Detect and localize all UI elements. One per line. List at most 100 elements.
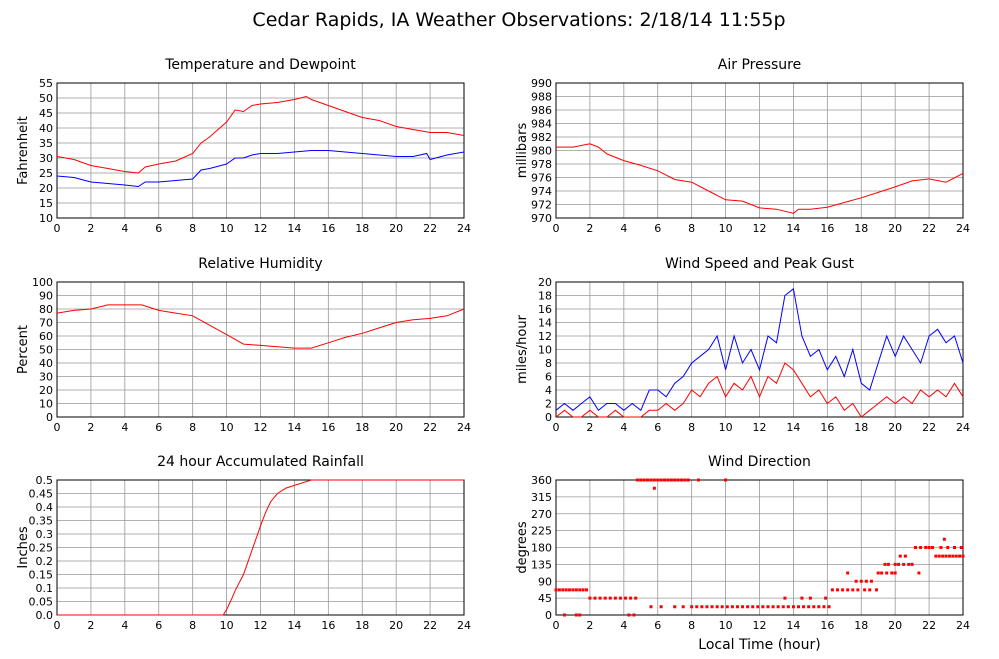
data-point (696, 478, 700, 482)
x-tick-label: 14 (287, 619, 301, 632)
data-point (639, 478, 643, 482)
data-point (854, 579, 858, 583)
x-tick-label: 0 (54, 421, 61, 434)
x-tick-label: 12 (753, 421, 767, 434)
x-tick-label: 8 (189, 421, 196, 434)
y-tick-label: 40 (39, 122, 53, 135)
x-tick-label: 22 (922, 619, 936, 632)
x-tick-label: 4 (620, 222, 627, 235)
data-point (827, 605, 831, 609)
y-tick-label: 45 (39, 107, 53, 120)
x-tick-label: 22 (922, 421, 936, 434)
x-tick-label: 20 (888, 619, 902, 632)
x-tick-label: 8 (688, 222, 695, 235)
y-tick-label: 30 (39, 152, 53, 165)
y-tick-label: 0.4 (36, 501, 54, 514)
data-point (897, 562, 901, 566)
x-tick-label: 16 (321, 222, 335, 235)
data-point (561, 588, 565, 592)
data-point (705, 605, 709, 609)
data-point (634, 596, 638, 600)
data-point (574, 613, 578, 617)
data-point (652, 478, 656, 482)
panel-title: Temperature and Dewpoint (164, 57, 356, 73)
x-tick-label: 22 (423, 619, 437, 632)
data-point (613, 596, 617, 600)
y-tick-label: 25 (39, 167, 53, 180)
y-tick-label: 60 (39, 330, 53, 343)
x-tick-label: 0 (54, 222, 61, 235)
y-tick-label: 16 (538, 303, 552, 316)
data-point (554, 588, 558, 592)
x-tick-label: 16 (820, 421, 834, 434)
data-point (880, 571, 884, 575)
y-tick-label: 0.35 (29, 515, 54, 528)
data-point (786, 605, 790, 609)
y-axis-label: millibars (515, 123, 530, 179)
data-point (802, 605, 806, 609)
x-tick-label: 2 (586, 421, 593, 434)
data-point (635, 478, 639, 482)
x-tick-label: 24 (457, 421, 471, 434)
x-tick-label: 10 (719, 421, 733, 434)
data-point (883, 562, 887, 566)
y-tick-label: 45 (538, 592, 552, 605)
y-tick-label: 100 (32, 276, 53, 289)
data-point (851, 588, 855, 592)
data-point (864, 579, 868, 583)
data-point (807, 605, 811, 609)
x-tick-label: 6 (654, 619, 661, 632)
x-tick-label: 14 (786, 222, 800, 235)
y-tick-label: 2 (545, 398, 552, 411)
x-tick-label: 4 (121, 619, 128, 632)
data-point (903, 554, 907, 558)
data-point (822, 605, 826, 609)
data-point (771, 605, 775, 609)
data-point (649, 605, 653, 609)
x-tick-label: 6 (155, 619, 162, 632)
data-point (608, 596, 612, 600)
data-point (681, 605, 685, 609)
x-tick-label: 4 (121, 222, 128, 235)
x-tick-label: 12 (254, 619, 268, 632)
data-point (885, 571, 889, 575)
y-tick-label: 80 (39, 303, 53, 316)
data-point (914, 546, 918, 549)
data-point (886, 562, 890, 566)
x-tick-label: 2 (87, 619, 94, 632)
x-tick-label: 2 (87, 421, 94, 434)
y-tick-label: 135 (531, 558, 552, 571)
y-tick-label: 8 (545, 357, 552, 370)
series-line (56, 304, 465, 349)
data-point (578, 588, 582, 592)
data-point (695, 605, 699, 609)
y-tick-label: 50 (39, 344, 53, 357)
data-point (686, 478, 690, 482)
y-tick-label: 0 (46, 411, 53, 424)
x-tick-label: 10 (220, 619, 234, 632)
x-tick-label: 2 (87, 222, 94, 235)
data-point (673, 478, 677, 482)
y-tick-label: 315 (531, 491, 552, 504)
data-point (846, 571, 850, 575)
data-point (893, 562, 897, 566)
data-point (890, 571, 894, 575)
y-tick-label: 978 (531, 158, 552, 171)
data-point (624, 596, 628, 600)
data-point (817, 605, 821, 609)
data-point (629, 596, 633, 600)
x-tick-label: 16 (321, 421, 335, 434)
data-point (898, 554, 902, 558)
y-tick-label: 974 (531, 185, 552, 198)
x-tick-label: 20 (389, 619, 403, 632)
x-tick-label: 4 (620, 421, 627, 434)
y-tick-label: 20 (39, 384, 53, 397)
data-point (942, 537, 946, 541)
data-point (679, 478, 683, 482)
y-tick-label: 14 (538, 317, 552, 330)
data-point (725, 605, 729, 609)
